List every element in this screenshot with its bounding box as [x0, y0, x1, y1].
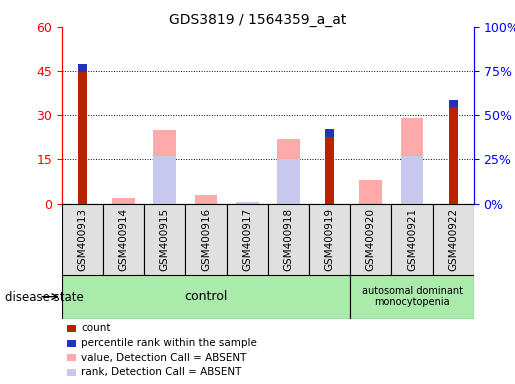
- Text: GSM400919: GSM400919: [324, 207, 335, 271]
- Text: rank, Detection Call = ABSENT: rank, Detection Call = ABSENT: [81, 367, 242, 377]
- Bar: [227, 204, 268, 275]
- Bar: [185, 204, 227, 275]
- Bar: [325, 133, 334, 204]
- Text: GSM400914: GSM400914: [118, 207, 129, 271]
- Bar: [350, 204, 391, 275]
- Bar: [277, 139, 300, 204]
- Bar: [449, 100, 458, 107]
- Bar: [359, 180, 382, 204]
- Bar: [401, 156, 423, 204]
- Text: GSM400918: GSM400918: [283, 207, 294, 271]
- Bar: [236, 202, 259, 204]
- Bar: [401, 118, 423, 204]
- Text: GSM400915: GSM400915: [160, 207, 170, 271]
- Text: GSM400917: GSM400917: [242, 207, 252, 271]
- Bar: [112, 198, 135, 204]
- Bar: [62, 204, 103, 275]
- Text: count: count: [81, 323, 111, 333]
- Text: autosomal dominant
monocytopenia: autosomal dominant monocytopenia: [362, 286, 462, 308]
- Text: disease state: disease state: [5, 291, 84, 304]
- Bar: [277, 159, 300, 204]
- Bar: [268, 204, 309, 275]
- Bar: [153, 130, 176, 204]
- Text: percentile rank within the sample: percentile rank within the sample: [81, 338, 258, 348]
- Bar: [350, 275, 474, 319]
- Bar: [195, 195, 217, 204]
- Text: GSM400922: GSM400922: [448, 207, 458, 271]
- Text: GSM400920: GSM400920: [366, 207, 376, 271]
- Text: GDS3819 / 1564359_a_at: GDS3819 / 1564359_a_at: [169, 13, 346, 27]
- Bar: [62, 275, 350, 319]
- Bar: [236, 202, 259, 204]
- Text: GSM400916: GSM400916: [201, 207, 211, 271]
- Bar: [391, 204, 433, 275]
- Bar: [325, 129, 334, 137]
- Bar: [78, 65, 87, 72]
- Text: value, Detection Call = ABSENT: value, Detection Call = ABSENT: [81, 353, 247, 362]
- Bar: [449, 103, 458, 204]
- Bar: [103, 204, 144, 275]
- Text: GSM400913: GSM400913: [77, 207, 88, 271]
- Bar: [144, 204, 185, 275]
- Bar: [309, 204, 350, 275]
- Bar: [78, 68, 87, 204]
- Text: control: control: [184, 290, 228, 303]
- Text: GSM400921: GSM400921: [407, 207, 417, 271]
- Bar: [153, 156, 176, 204]
- Bar: [433, 204, 474, 275]
